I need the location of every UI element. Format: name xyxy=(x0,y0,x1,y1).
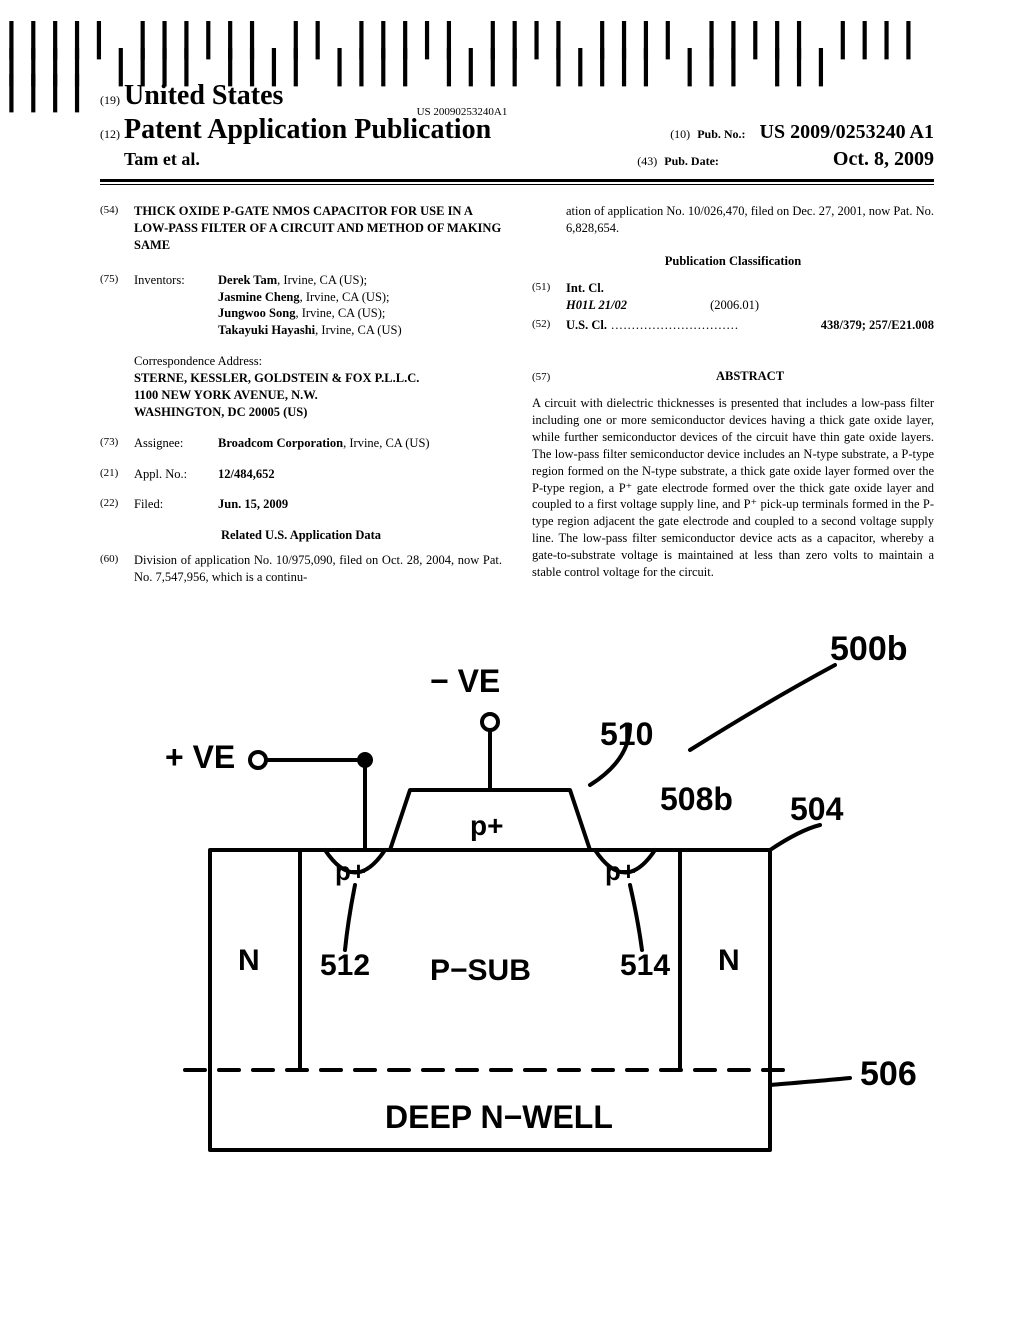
related-text: Division of application No. 10/975,090, … xyxy=(134,552,502,586)
assignee-label: Assignee: xyxy=(134,435,218,452)
fig-label-ve-neg: − VE xyxy=(430,663,500,699)
num-52: (52) xyxy=(532,317,566,334)
title-block: (54) THICK OXIDE P-GATE NMOS CAPACITOR F… xyxy=(100,203,502,254)
inventors-label: Inventors: xyxy=(134,272,218,340)
corr-addr2: WASHINGTON, DC 20005 (US) xyxy=(134,404,502,421)
abstract-heading: ABSTRACT xyxy=(566,368,934,385)
divider-thick xyxy=(100,179,934,182)
inventor-item: Jungwoo Song, Irvine, CA (US); xyxy=(218,305,502,322)
fig-label-500b: 500b xyxy=(830,630,908,668)
pub-type-line: (12) Patent Application Publication xyxy=(100,114,491,146)
intcl-line: H01L 21/02 (2006.01) xyxy=(566,297,934,314)
inventors-list: Derek Tam, Irvine, CA (US); Jasmine Chen… xyxy=(218,272,502,340)
pub-no-line: (10) Pub. No.: US 2009/0253240 A1 xyxy=(670,121,934,144)
fig-label-506: 506 xyxy=(860,1055,917,1093)
divider-thin xyxy=(100,184,934,185)
appl-row: (21) Appl. No.: 12/484,652 xyxy=(100,466,502,483)
intcl-year: (2006.01) xyxy=(710,298,759,312)
related-continuation: ation of application No. 10/026,470, fil… xyxy=(566,203,934,237)
num-73: (73) xyxy=(100,435,134,452)
pub-line: (12) Patent Application Publication (10)… xyxy=(100,114,934,146)
num-54: (54) xyxy=(100,203,134,254)
correspondence-block: Correspondence Address: STERNE, KESSLER,… xyxy=(134,353,502,421)
filed-date: Jun. 15, 2009 xyxy=(218,496,502,513)
uscl-line: U.S. Cl. 438/379; 257/E21.008 xyxy=(566,317,934,334)
intcl-label: Int. Cl. xyxy=(566,280,934,297)
author-line: Tam et al. (43) Pub. Date: Oct. 8, 2009 xyxy=(100,148,934,171)
abstract-text: A circuit with dielectric thicknesses is… xyxy=(532,395,934,581)
classification-heading: Publication Classification xyxy=(532,253,934,270)
pub-date-label: Pub. Date: xyxy=(661,154,719,168)
author-name: Tam et al. xyxy=(100,149,200,170)
fig-label-pplus-right: p+ xyxy=(605,856,636,886)
fig-label-pplus-left: p+ xyxy=(335,856,366,886)
fig-label-510: 510 xyxy=(600,716,653,752)
patent-figure: 500b − VE + VE 510 508b 504 512 514 506 … xyxy=(130,630,920,1190)
num-75: (75) xyxy=(100,272,134,340)
left-column: (54) THICK OXIDE P-GATE NMOS CAPACITOR F… xyxy=(100,203,502,600)
pub-no: US 2009/0253240 A1 xyxy=(750,121,934,143)
abstract-head-row: (57) ABSTRACT xyxy=(532,348,934,395)
intcl-code: H01L 21/02 xyxy=(566,298,627,312)
related-row: (60) Division of application No. 10/975,… xyxy=(100,552,502,586)
uscl-row: (52) U.S. Cl. 438/379; 257/E21.008 xyxy=(532,317,934,334)
fig-label-n-right: N xyxy=(718,944,740,977)
corr-label: Correspondence Address: xyxy=(134,353,502,370)
pub-type: Patent Application Publication xyxy=(124,114,491,145)
barcode-number: US 20090253240A1 xyxy=(417,106,508,118)
pub-no-label: Pub. No.: xyxy=(694,127,745,141)
fig-label-514: 514 xyxy=(620,949,670,982)
assignee-row: (73) Assignee: Broadcom Corporation, Irv… xyxy=(100,435,502,452)
num-22: (22) xyxy=(100,496,134,513)
inventor-item: Derek Tam, Irvine, CA (US); xyxy=(218,272,502,289)
num-57: (57) xyxy=(532,370,566,385)
prefix-43: (43) xyxy=(637,154,657,168)
filed-label: Filed: xyxy=(134,496,218,513)
num-60: (60) xyxy=(100,552,134,586)
fig-label-n-left: N xyxy=(238,944,260,977)
fig-label-pplus-gate: p+ xyxy=(470,810,503,841)
corr-name: STERNE, KESSLER, GOLDSTEIN & FOX P.L.L.C… xyxy=(134,370,502,387)
prefix-12: (12) xyxy=(100,127,120,141)
right-column: ation of application No. 10/026,470, fil… xyxy=(532,203,934,600)
num-21: (21) xyxy=(100,466,134,483)
invention-title: THICK OXIDE P-GATE NMOS CAPACITOR FOR US… xyxy=(134,203,502,254)
bibliographic-columns: (54) THICK OXIDE P-GATE NMOS CAPACITOR F… xyxy=(100,203,934,600)
fig-label-ve-pos: + VE xyxy=(165,739,235,775)
inventor-item: Takayuki Hayashi, Irvine, CA (US) xyxy=(218,322,502,339)
pub-date-line: (43) Pub. Date: Oct. 8, 2009 xyxy=(637,148,934,171)
appl-label: Appl. No.: xyxy=(134,466,218,483)
pub-date: Oct. 8, 2009 xyxy=(833,148,934,170)
barcode-block: ||||| |||||| || ||||| |||| |||| ||||| ||… xyxy=(0,24,924,118)
appl-no: 12/484,652 xyxy=(218,466,502,483)
fig-label-512: 512 xyxy=(320,949,370,982)
filed-row: (22) Filed: Jun. 15, 2009 xyxy=(100,496,502,513)
fig-label-psub: P−SUB xyxy=(430,954,531,987)
inventors-row: (75) Inventors: Derek Tam, Irvine, CA (U… xyxy=(100,272,502,340)
fig-label-508b: 508b xyxy=(660,781,733,817)
intcl-block: Int. Cl. H01L 21/02 (2006.01) xyxy=(566,280,934,314)
corr-addr1: 1100 NEW YORK AVENUE, N.W. xyxy=(134,387,502,404)
intcl-row: (51) Int. Cl. H01L 21/02 (2006.01) xyxy=(532,280,934,314)
prefix-10: (10) xyxy=(670,127,690,141)
assignee-value: Broadcom Corporation, Irvine, CA (US) xyxy=(218,435,502,452)
related-heading: Related U.S. Application Data xyxy=(100,527,502,544)
uscl-value: 438/379; 257/E21.008 xyxy=(821,317,934,334)
fig-label-deep: DEEP N−WELL xyxy=(385,1099,613,1135)
num-51: (51) xyxy=(532,280,566,314)
barcode-graphic: ||||| |||||| || ||||| |||| |||| ||||| ||… xyxy=(0,24,924,104)
fig-label-504: 504 xyxy=(790,791,844,827)
inventor-item: Jasmine Cheng, Irvine, CA (US); xyxy=(218,289,502,306)
